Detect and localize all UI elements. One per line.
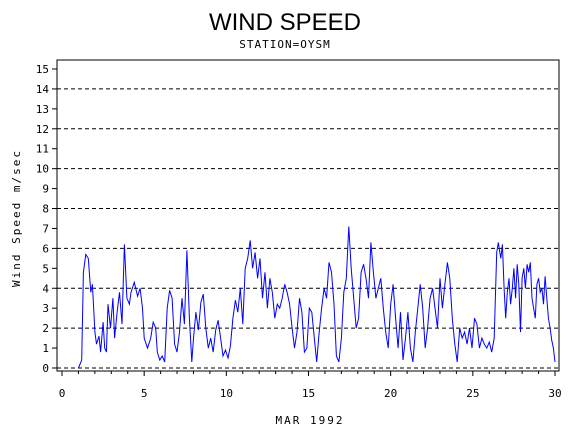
y-tick-label: 0	[42, 362, 49, 375]
y-tick-label: 12	[36, 123, 49, 136]
y-tick-label: 7	[42, 222, 49, 235]
plot-frame	[56, 59, 560, 372]
y-tick-label: 14	[36, 83, 50, 96]
y-axis-label: Wind Speed m/sec	[10, 149, 23, 287]
x-tick-label: 10	[220, 387, 233, 400]
x-tick-label: 20	[384, 387, 397, 400]
y-tick-label: 8	[42, 203, 49, 216]
y-tick-label: 2	[42, 322, 49, 335]
chart-subtitle: STATION=OYSM	[239, 38, 330, 51]
y-tick-label: 1	[42, 342, 49, 355]
y-tick-label: 13	[36, 103, 49, 116]
x-tick-label: 0	[59, 387, 66, 400]
y-tick-label: 15	[36, 63, 49, 76]
x-tick-label: 15	[302, 387, 315, 400]
wind-speed-series-line	[77, 226, 556, 369]
y-tick-label: 10	[36, 163, 49, 176]
x-tick-label: 5	[141, 387, 148, 400]
y-tick-label: 4	[42, 282, 49, 295]
x-axis: 0 5 10 15 20 25 30	[59, 371, 562, 400]
chart-title: WIND SPEED	[209, 9, 361, 36]
x-tick-label: 25	[466, 387, 479, 400]
x-tick-label: 30	[548, 387, 561, 400]
x-axis-label: MAR 1992	[276, 414, 345, 427]
y-tick-label: 5	[42, 262, 49, 275]
y-tick-label: 3	[42, 302, 49, 315]
y-tick-label: 6	[42, 242, 49, 255]
y-tick-label: 11	[36, 143, 49, 156]
y-tick-label: 9	[42, 183, 49, 196]
